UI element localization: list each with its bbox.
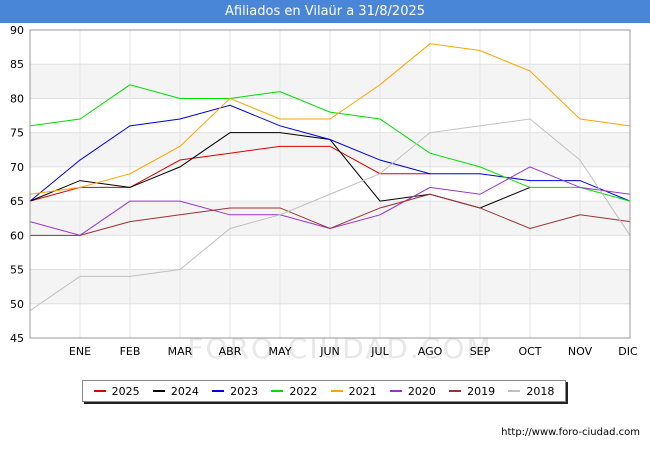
legend-label: 2025 — [111, 384, 140, 398]
x-tick-label: MAR — [168, 345, 193, 358]
legend-item-2019: 2019 — [449, 385, 495, 398]
y-tick-label: 75 — [10, 127, 24, 140]
x-tick-label: DIC — [618, 345, 638, 358]
y-tick-label: 45 — [10, 332, 24, 345]
legend-item-2022: 2022 — [271, 385, 317, 398]
legend-item-2025: 2025 — [93, 384, 140, 398]
legend-label: 2024 — [170, 384, 199, 398]
x-tick-label: MAY — [269, 345, 292, 358]
series-line-2018 — [29, 118, 631, 312]
series-line-2021 — [29, 43, 631, 195]
x-tick-label: ABR — [219, 345, 242, 358]
legend-swatch — [152, 390, 165, 392]
legend-swatch — [508, 390, 521, 392]
legend-label: 2020 — [407, 384, 436, 398]
legend-label: 2022 — [289, 384, 318, 398]
legend-item-2023: 2023 — [212, 385, 258, 398]
legend-item-2021: 2021 — [330, 384, 377, 398]
y-tick-label: 50 — [10, 298, 24, 311]
x-tick-label: FEB — [120, 345, 141, 358]
series-line-2023 — [29, 104, 631, 202]
legend-item-2018: 2018 — [508, 385, 554, 398]
series-line-2025 — [29, 145, 430, 202]
x-tick-label: AGO — [418, 345, 443, 358]
legend-swatch — [271, 390, 284, 392]
legend-label: 2023 — [230, 384, 259, 398]
chart-legend: 2025 2024 2023 2022 2021 2020 2019 2018 — [82, 380, 566, 402]
legend-item-2020: 2020 — [389, 384, 436, 398]
legend-swatch — [330, 390, 343, 392]
legend-swatch — [389, 390, 402, 392]
x-tick-label: OCT — [518, 345, 541, 358]
legend-swatch — [449, 390, 462, 392]
series-line-2022 — [29, 84, 631, 202]
x-tick-label: JUN — [319, 345, 340, 358]
chart-title: Afiliados en Vilaür a 31/8/2025 — [0, 0, 650, 23]
x-tick-label: ENE — [69, 345, 91, 358]
y-tick-label: 90 — [10, 24, 24, 37]
y-tick-label: 60 — [10, 229, 24, 242]
legend-label: 2019 — [467, 384, 496, 398]
y-tick-label: 70 — [10, 161, 24, 174]
x-tick-label: JUL — [370, 345, 389, 358]
legend-swatch — [212, 390, 225, 392]
legend-label: 2021 — [348, 384, 377, 398]
legend-label: 2018 — [526, 384, 555, 398]
legend-swatch — [93, 390, 106, 392]
y-tick-label: 80 — [10, 92, 24, 105]
legend-item-2024: 2024 — [152, 384, 199, 398]
y-tick-label: 85 — [10, 58, 24, 71]
plot-frame — [29, 29, 631, 339]
x-tick-label: NOV — [568, 345, 593, 358]
source-url: http://www.foro-ciudad.com — [501, 427, 640, 438]
y-tick-label: 65 — [10, 195, 24, 208]
y-tick-label: 55 — [10, 264, 24, 277]
series-line-2019 — [30, 193, 631, 236]
x-tick-label: SEP — [470, 345, 491, 358]
